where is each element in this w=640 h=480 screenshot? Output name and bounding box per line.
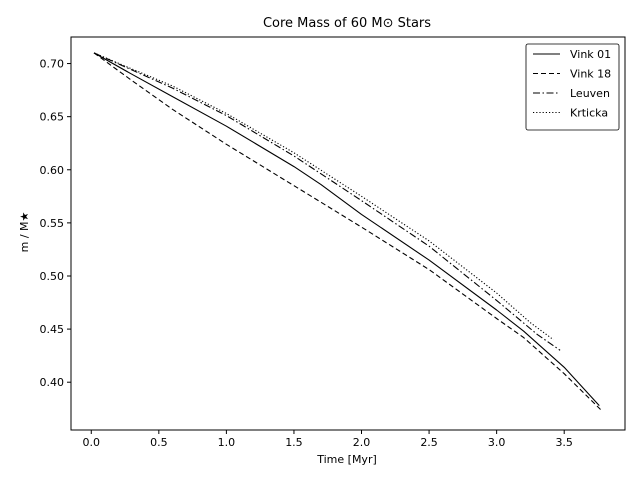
x-axis-label: Time [Myr]	[316, 453, 377, 466]
x-tick-label: 2.5	[420, 436, 438, 449]
legend-label: Vink 01	[570, 48, 611, 61]
legend: Vink 01 Vink 18 Leuven Krticka	[525, 43, 620, 131]
y-tick-label: 0.55	[40, 217, 65, 230]
x-tick-label: 3.0	[488, 436, 506, 449]
y-tick-label: 0.40	[40, 376, 65, 389]
x-tick-label: 0.0	[83, 436, 101, 449]
legend-label: Vink 18	[570, 68, 611, 81]
chart-title: Core Mass of 60 M⊙ Stars	[263, 16, 431, 31]
series-line-vink-01	[93, 52, 600, 406]
plot-area	[70, 36, 626, 431]
y-axis-label: m / M★	[18, 211, 31, 252]
y-axis-ticks: 0.40 0.45 0.50 0.55 0.60 0.65 0.70	[40, 58, 71, 389]
y-tick-label: 0.70	[40, 58, 65, 71]
y-tick-label: 0.45	[40, 323, 65, 336]
x-tick-label: 3.5	[555, 436, 573, 449]
series-lines	[93, 52, 603, 412]
series-line-krticka	[93, 52, 554, 341]
legend-label: Krticka	[570, 107, 608, 120]
axes-frame	[70, 36, 626, 431]
series-line-leuven	[93, 52, 561, 351]
y-tick-label: 0.50	[40, 270, 65, 283]
x-tick-label: 0.5	[150, 436, 168, 449]
legend-box	[525, 43, 620, 131]
y-tick-label: 0.65	[40, 111, 65, 124]
legend-label: Leuven	[570, 87, 610, 100]
x-tick-label: 1.5	[285, 436, 303, 449]
x-tick-label: 2.0	[353, 436, 371, 449]
y-tick-label: 0.60	[40, 164, 65, 177]
x-axis-ticks: 0.0 0.5 1.0 1.5 2.0 2.5 3.0 3.5	[83, 430, 573, 449]
x-tick-label: 1.0	[218, 436, 236, 449]
